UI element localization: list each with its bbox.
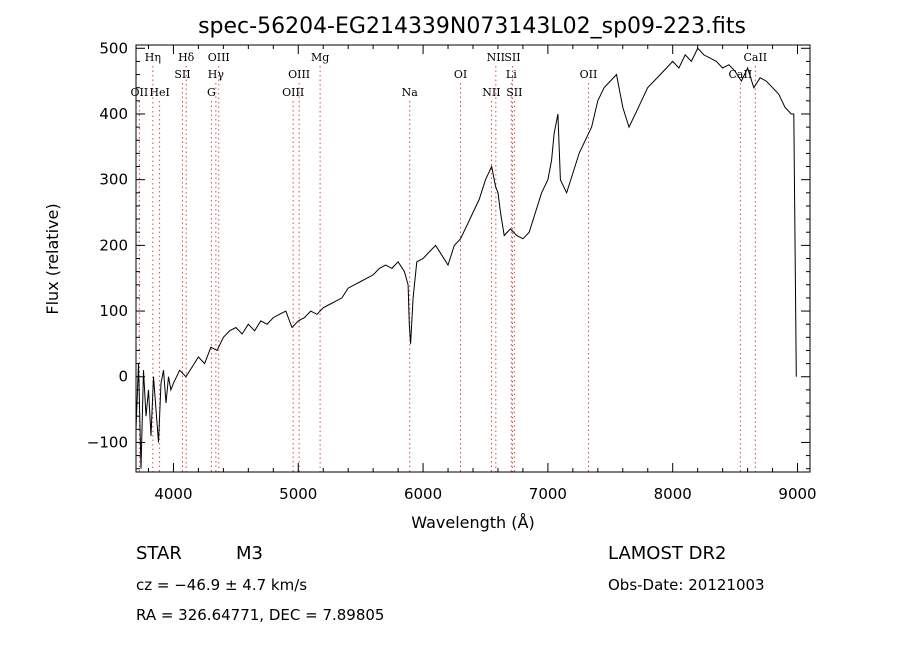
- line-markers: [138, 66, 756, 472]
- x-tick-label: 4000: [154, 485, 192, 503]
- line-marker-label: Hη: [145, 51, 161, 64]
- coordinates: RA = 326.64771, DEC = 7.89805: [136, 606, 384, 624]
- line-marker-label: OIII: [288, 68, 310, 81]
- line-marker-label: Mg: [311, 51, 329, 64]
- survey-name: LAMOST DR2: [608, 543, 726, 564]
- object-subclass: M3: [236, 543, 263, 564]
- x-tick-label: 7000: [529, 485, 567, 503]
- line-marker-label: OIII: [208, 51, 230, 64]
- redshift-velocity: cz = −46.9 ± 4.7 km/s: [136, 576, 307, 594]
- line-marker-label: OIII: [282, 86, 304, 99]
- x-tick-label: 8000: [654, 485, 692, 503]
- line-marker-label: SII: [174, 68, 190, 81]
- line-marker-label: Li: [506, 68, 517, 81]
- chart-title: spec-56204-EG214339N073143L02_sp09-223.f…: [198, 14, 746, 39]
- y-tick-label: 100: [99, 302, 128, 320]
- y-tick-label: 200: [99, 236, 128, 254]
- x-axis-label: Wavelength (Å): [411, 513, 534, 532]
- line-marker-label: HeI: [149, 86, 169, 99]
- line-marker-label: G: [207, 86, 216, 99]
- spectrum-line: [135, 47, 797, 469]
- observation-date: Obs-Date: 20121003: [608, 576, 765, 594]
- x-tick-label: 6000: [404, 485, 442, 503]
- y-axis-ticks: −100 0 100 200 300 400 500: [87, 39, 810, 470]
- line-marker-label: OII: [131, 86, 149, 99]
- y-axis-label: Flux (relative): [43, 203, 62, 314]
- line-marker-label: Na: [402, 86, 419, 99]
- line-marker-label: Hγ: [208, 68, 225, 81]
- x-axis-ticks: 4000 5000 6000 7000 8000 9000: [147, 45, 817, 503]
- y-tick-label: 300: [99, 171, 128, 189]
- line-marker-label: SII: [506, 86, 522, 99]
- line-marker-label: SII: [504, 51, 520, 64]
- y-tick-label: 0: [118, 368, 128, 386]
- y-tick-label: 500: [99, 39, 128, 57]
- y-tick-label: −100: [87, 433, 128, 451]
- line-marker-label: Hδ: [178, 51, 195, 64]
- object-class: STAR: [136, 543, 182, 564]
- line-marker-label: NII: [487, 51, 505, 64]
- plot-frame: [135, 44, 811, 473]
- line-marker-label: OI: [454, 68, 467, 81]
- x-tick-label: 5000: [279, 485, 317, 503]
- line-marker-label: CaII: [743, 51, 767, 64]
- y-tick-label: 400: [99, 105, 128, 123]
- line-marker-label: OII: [580, 68, 598, 81]
- x-tick-label: 9000: [778, 485, 816, 503]
- line-marker-label: NII: [482, 86, 500, 99]
